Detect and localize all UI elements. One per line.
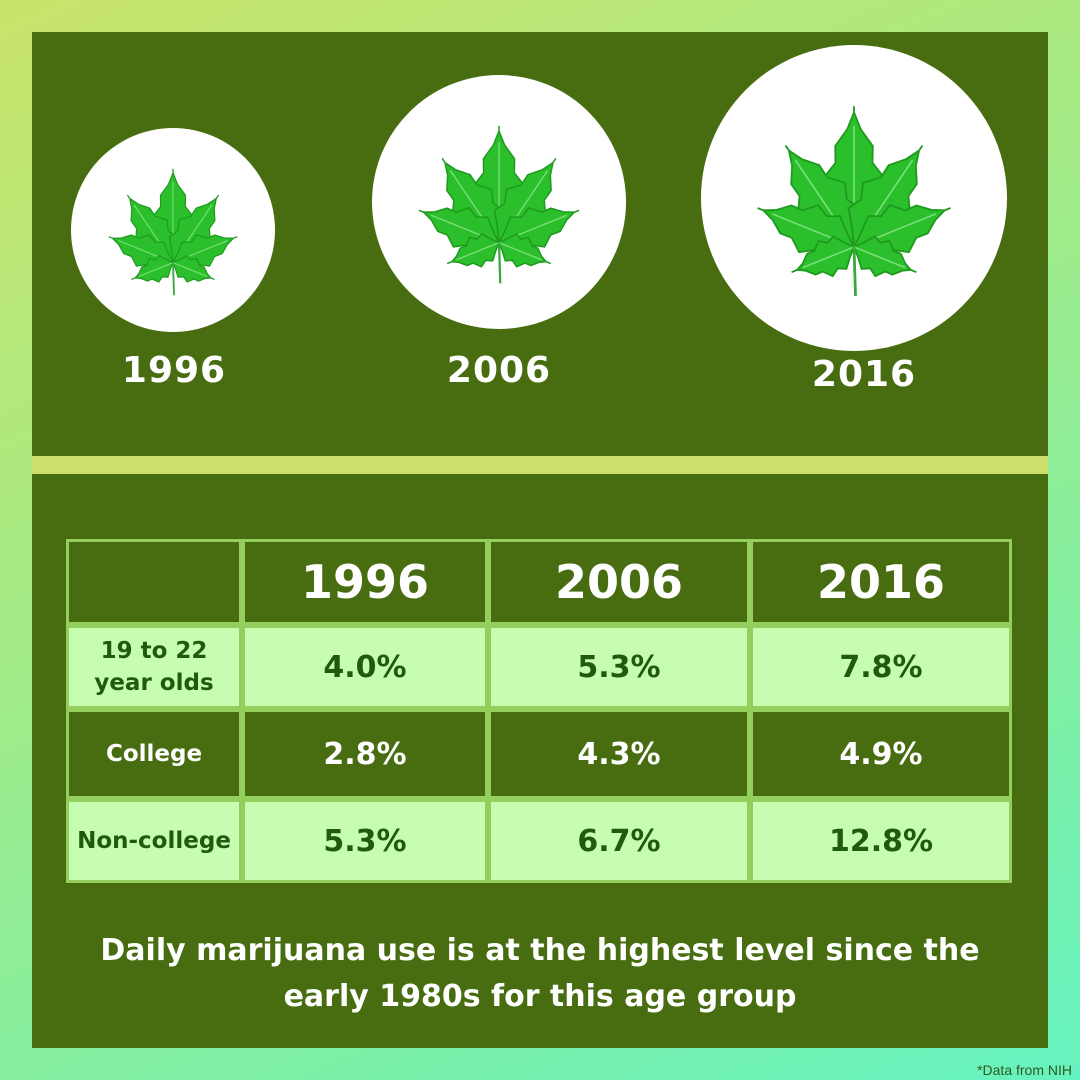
caption-text: Daily marijuana use is at the highest le… [100, 933, 980, 1014]
table-row: Non-college 5.3% 6.7% 12.8% [66, 799, 1012, 883]
table-cell: 5.3% [242, 799, 488, 883]
table-cell: 7.8% [750, 625, 1012, 709]
cannabis-leaf-icon [108, 168, 238, 296]
table-cell: 2.8% [242, 709, 488, 799]
header-cell: 2006 [488, 539, 750, 625]
header-row: 1996 2006 2016 [66, 539, 1012, 625]
data-table: 1996 2006 2016 19 to 22 year olds 4.0% 5… [66, 539, 1012, 883]
header-cell: 1996 [242, 539, 488, 625]
leaf-year-2016: 2016 [811, 354, 917, 395]
header-cell: 2016 [750, 539, 1012, 625]
leaf-year-2006: 2006 [446, 350, 552, 391]
cannabis-leaf-icon [418, 125, 580, 284]
table-cell: 4.0% [242, 625, 488, 709]
row-label: 19 to 22 year olds [66, 625, 242, 709]
table-cell: 6.7% [488, 799, 750, 883]
table-cell: 12.8% [750, 799, 1012, 883]
row-label: College [66, 709, 242, 799]
leaf-circle-1996 [71, 128, 275, 332]
cannabis-leaf-icon [757, 106, 951, 296]
leaf-year-1996: 1996 [121, 350, 227, 391]
divider-bar [32, 456, 1048, 474]
table-cell: 4.9% [750, 709, 1012, 799]
source-note: *Data from NIH [977, 1062, 1072, 1078]
table-cell: 5.3% [488, 625, 750, 709]
leaf-circle-2016 [701, 45, 1007, 351]
table-cell: 4.3% [488, 709, 750, 799]
row-label: Non-college [66, 799, 242, 883]
table-row: 19 to 22 year olds 4.0% 5.3% 7.8% [66, 625, 1012, 709]
table-row: College 2.8% 4.3% 4.9% [66, 709, 1012, 799]
header-cell-empty [66, 539, 242, 625]
leaf-circle-2006 [372, 75, 626, 329]
